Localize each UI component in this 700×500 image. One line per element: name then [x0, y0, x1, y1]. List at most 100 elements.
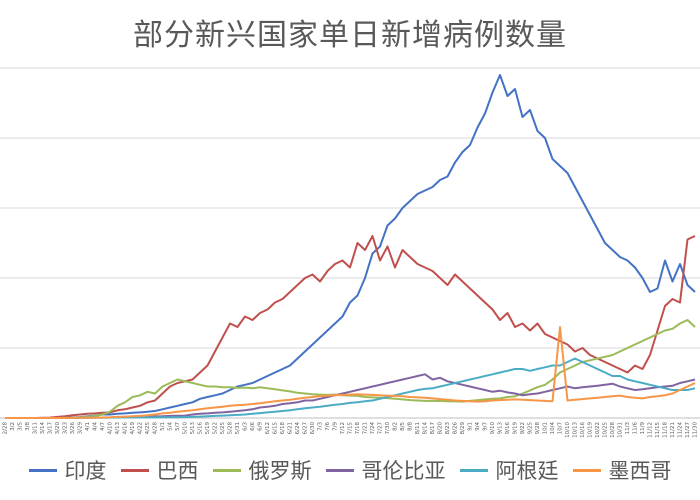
x-tick-label: 5/1 [160, 422, 166, 431]
legend-item: 印度 [28, 455, 107, 485]
x-tick-label: 5/7 [175, 422, 181, 431]
x-tick-label: 10/22 [595, 422, 601, 438]
x-tick-label: 7/6 [325, 422, 331, 431]
x-tick-label: 4/13 [115, 422, 121, 435]
x-tick-label: 8/11 [415, 422, 421, 434]
x-tick-label: 3/29 [78, 422, 84, 435]
x-tick-label: 11/12 [648, 422, 654, 438]
x-tick-label: 4/28 [153, 422, 159, 435]
legend-label: 俄罗斯 [248, 459, 312, 483]
legend-item: 墨西哥 [572, 455, 672, 485]
x-tick-label: 8/2 [393, 422, 399, 431]
legend-swatch [325, 468, 354, 472]
x-tick-label: 9/25 [528, 422, 534, 435]
x-tick-label: 2/28 [3, 422, 9, 435]
legend-item: 巴西 [120, 455, 199, 485]
x-tick-label: 6/24 [295, 422, 301, 435]
legend-label: 墨西哥 [608, 459, 672, 483]
legend-swatch [120, 468, 149, 472]
x-tick-label: 10/28 [610, 422, 616, 438]
x-tick-label: 10/13 [573, 422, 579, 438]
x-tick-label: 11/9 [640, 422, 646, 435]
x-tick-label: 5/31 [235, 422, 241, 434]
x-tick-label: 6/12 [265, 422, 271, 434]
x-tick-label: 5/19 [205, 422, 211, 435]
x-tick-label: 5/13 [190, 422, 196, 435]
x-tick-label: 9/4 [475, 422, 481, 431]
series-line-0 [5, 74, 696, 419]
x-tick-label: 6/21 [288, 422, 294, 434]
legend-item: 哥伦比亚 [325, 455, 446, 485]
x-tick-label: 7/9 [333, 422, 339, 431]
legend-swatch [28, 468, 57, 472]
x-tick-label: 10/19 [588, 422, 594, 438]
x-tick-label: 10/4 [550, 422, 556, 435]
legend-label: 阿根廷 [495, 459, 559, 483]
x-tick-label: 3/26 [70, 422, 76, 435]
legend-swatch [459, 468, 488, 472]
x-tick-label: 7/27 [378, 422, 384, 435]
x-tick-label: 3/11 [33, 422, 39, 434]
x-tick-label: 8/20 [438, 422, 444, 435]
x-tick-label: 4/25 [145, 422, 151, 435]
legend-label: 印度 [64, 459, 107, 483]
x-tick-label: 11/27 [685, 422, 691, 438]
x-tick-label: 11/15 [655, 422, 661, 438]
x-tick-label: 6/18 [280, 422, 286, 435]
legend-swatch [212, 468, 241, 472]
series-line-4 [5, 357, 696, 419]
x-tick-label: 6/15 [273, 422, 279, 435]
x-tick-label: 10/10 [565, 422, 571, 438]
x-tick-label: 6/6 [250, 422, 256, 431]
x-tick-label: 5/16 [198, 422, 204, 435]
x-tick-label: 3/8 [25, 422, 31, 431]
series-line-1 [5, 235, 696, 419]
x-tick-label: 9/19 [513, 422, 519, 435]
x-tick-label: 4/19 [130, 422, 136, 435]
x-tick-label: 8/5 [400, 422, 406, 431]
x-tick-label: 7/18 [355, 422, 361, 435]
legend-label: 巴西 [156, 459, 199, 483]
x-tick-label: 3/14 [40, 422, 46, 435]
x-tick-label: 11/24 [678, 422, 684, 438]
x-tick-label: 7/30 [385, 422, 391, 435]
series-line-5 [5, 326, 696, 419]
x-tick-label: 9/16 [505, 422, 511, 435]
x-tick-label: 6/27 [303, 422, 309, 435]
x-tick-label: 11/30 [693, 422, 699, 438]
x-tick-label: 11/3 [625, 422, 631, 435]
x-tick-label: 9/22 [520, 422, 526, 434]
x-tick-label: 8/17 [430, 422, 436, 435]
x-tick-label: 6/9 [258, 422, 264, 431]
x-tick-label: 3/20 [55, 422, 61, 435]
x-tick-label: 8/26 [453, 422, 459, 435]
x-tick-label: 9/1 [468, 422, 474, 431]
x-tick-label: 10/7 [558, 422, 564, 435]
x-tick-label: 7/12 [340, 422, 346, 434]
x-tick-label: 11/6 [633, 422, 639, 435]
x-tick-label: 11/21 [670, 422, 676, 438]
x-tick-label: 4/4 [93, 422, 99, 431]
x-tick-label: 7/21 [363, 422, 369, 434]
x-tick-label: 10/1 [543, 422, 549, 434]
x-tick-label: 11/18 [663, 422, 669, 438]
x-tick-label: 10/25 [603, 422, 609, 438]
x-tick-label: 4/1 [85, 422, 91, 431]
x-tick-label: 3/5 [18, 422, 24, 431]
legend: 印度 巴西 俄罗斯 哥伦比亚 阿根廷 墨西哥 [0, 455, 700, 485]
x-tick-label: 5/25 [220, 422, 226, 435]
chart-title: 部分新兴国家单日新增病例数量 [133, 18, 567, 53]
x-tick-label: 4/16 [123, 422, 129, 435]
x-tick-label: 10/16 [580, 422, 586, 438]
legend-item: 阿根廷 [459, 455, 559, 485]
x-tick-label: 3/23 [63, 422, 69, 435]
x-tick-label: 10/31 [618, 422, 624, 438]
x-tick-label: 8/8 [408, 422, 414, 431]
x-tick-label: 4/10 [108, 422, 114, 435]
x-tick-label: 7/3 [318, 422, 324, 431]
x-tick-label: 6/3 [243, 422, 249, 431]
legend-item: 俄罗斯 [212, 455, 312, 485]
x-tick-label: 4/22 [138, 422, 144, 434]
legend-label: 哥伦比亚 [361, 459, 446, 483]
